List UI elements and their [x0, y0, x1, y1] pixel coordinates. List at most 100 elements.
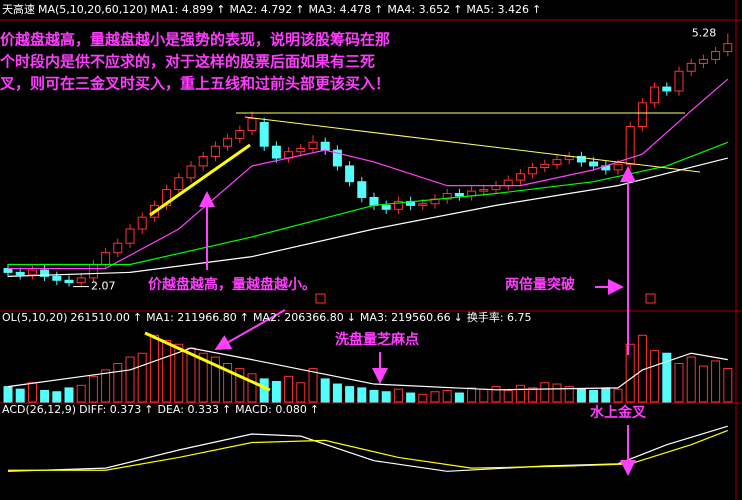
volume-bar [332, 383, 342, 403]
candle-body [711, 51, 721, 60]
volume-bar [625, 343, 635, 403]
volume-bar [418, 393, 428, 403]
header-item: MA2: 206366.80 [253, 311, 344, 324]
volume-bar [40, 389, 50, 403]
candle-body [296, 148, 306, 153]
volume-bar [515, 384, 525, 403]
header-item: ↑ [144, 403, 153, 416]
header-item: MA3: 219560.66 [360, 311, 451, 324]
volume-bar [430, 391, 440, 403]
candle-body [259, 122, 269, 147]
header-item: MA2: 4.792 [230, 3, 293, 16]
volume-bar [76, 384, 86, 403]
candle-body [528, 166, 538, 175]
volume-bar [601, 387, 611, 403]
volume-bar [52, 391, 62, 403]
candle-body [235, 129, 245, 139]
header-item: ↑ [453, 3, 462, 16]
volume-bar [479, 388, 489, 403]
volume-bar [442, 389, 452, 403]
annotation: 两倍量突破 [505, 276, 575, 293]
header-item: MA1: 4.899 [151, 3, 214, 16]
header-item: ↑ [310, 403, 319, 416]
annotation: 水上金叉 [590, 404, 647, 421]
candle-body [27, 269, 37, 276]
volume-bar [210, 356, 220, 403]
line [7, 425, 728, 472]
candle-body [308, 141, 318, 150]
header-item: ↑ [216, 3, 225, 16]
note-line: 个时段内是供不应求的，对于这样的股票后面如果有三死 [0, 53, 375, 71]
candle-body [247, 118, 257, 131]
candle-body [125, 228, 135, 244]
candle-body [320, 141, 330, 151]
volume-bar [393, 388, 403, 403]
header-item: ↑ [532, 3, 541, 16]
volume-bar [503, 389, 513, 403]
volume-bar [467, 387, 477, 403]
candle-body [637, 102, 647, 127]
candle-body [589, 161, 599, 167]
volume-bar [296, 382, 306, 403]
header-item: ↓ [347, 311, 356, 324]
volume-bar [174, 343, 184, 403]
high-label: 5.28 [692, 26, 717, 39]
line [8, 141, 729, 266]
candle-body [101, 252, 111, 266]
volume-bar [137, 352, 147, 403]
candle-body [52, 275, 62, 281]
candle-body [613, 163, 623, 171]
line [7, 157, 728, 277]
candle-body [162, 189, 172, 206]
volume-bar [198, 352, 208, 403]
candle-body [198, 155, 208, 167]
header-item: DIFF: 0.373 [79, 403, 141, 416]
candle-body [393, 200, 403, 210]
volume-bar [271, 380, 281, 403]
annotation: 价越盘越高，量越盘越小。 [148, 276, 316, 293]
candle-body [723, 43, 733, 53]
volume-bar [320, 378, 330, 403]
header-item: ↑ [295, 3, 304, 16]
volume-bar [149, 334, 159, 403]
candle-body [479, 189, 489, 192]
header-item: MACD: 0.080 [235, 403, 307, 416]
candle-body [210, 145, 220, 157]
candle-body [332, 149, 342, 167]
candle-body [76, 277, 86, 284]
candle-body [174, 177, 184, 191]
volume-bar [259, 378, 269, 403]
header-item: MA5: 3.426 [466, 3, 529, 16]
header-item: MA4: 3.652 [387, 3, 450, 16]
candle-body [186, 165, 196, 179]
candle-body [40, 269, 50, 277]
line [7, 347, 728, 391]
volume-bar [113, 363, 123, 403]
header-item: DEA: 0.333 [158, 403, 219, 416]
volume-bar [15, 388, 25, 403]
candle-body [369, 196, 379, 206]
volume-bar [64, 387, 74, 403]
volume-bar [723, 367, 733, 403]
header-item: MA3: 4.478 [308, 3, 371, 16]
low-label: 2.07 [91, 280, 116, 293]
header-item: ↑ [133, 311, 142, 324]
candle-body [223, 137, 233, 147]
volume-bar [88, 375, 98, 403]
candle-body [137, 216, 147, 230]
candle-body [345, 165, 355, 183]
volume-bar [528, 387, 538, 403]
line [8, 78, 729, 270]
volume-bar [613, 388, 623, 403]
candle-body [576, 155, 586, 163]
volume-bar [101, 369, 111, 403]
candle-body [113, 242, 123, 254]
volume-bar [711, 360, 721, 403]
candle-body [418, 203, 428, 206]
volume-bar [552, 383, 562, 403]
candle-body [88, 264, 98, 279]
candle-body [686, 62, 696, 72]
volume-bar [223, 363, 233, 403]
candle-body [381, 204, 391, 210]
volume-bar [698, 365, 708, 403]
